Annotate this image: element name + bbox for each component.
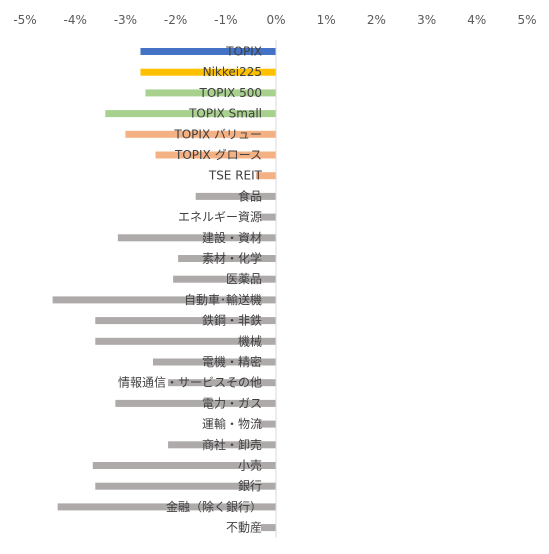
bar — [52, 296, 276, 304]
x-tick-label: 1% — [317, 13, 336, 27]
category-label: 素材・化学 — [202, 251, 262, 266]
category-label: 電機・精密 — [202, 354, 262, 369]
x-tick-label: -1% — [214, 13, 237, 27]
category-labels: TOPIX Nikkei225 TOPIX 500 TOPIX Small TOPIX … — [118, 45, 263, 535]
category-label: 建設・資材 — [202, 230, 262, 245]
x-tick-label: -4% — [64, 13, 87, 27]
bar — [140, 48, 276, 55]
bar — [260, 524, 276, 532]
x-axis: -5% -4% -3% -2% -1% 0% 1% 2% 3% 4% 5% — [13, 13, 536, 27]
category-label: 金融（除く銀行） — [166, 499, 262, 514]
category-label: TOPIX 500 — [199, 86, 263, 100]
x-tick-label: 2% — [367, 13, 386, 27]
category-label: 情報通信・サービスその他 — [118, 376, 262, 390]
bar — [255, 172, 276, 180]
category-label: 小売 — [238, 458, 262, 473]
bar — [178, 255, 276, 262]
category-label: TOPIX バリュー — [173, 127, 262, 141]
bar — [153, 358, 276, 366]
x-tick-label: -5% — [13, 13, 36, 27]
bar — [260, 213, 276, 221]
x-tick-label: 3% — [417, 13, 436, 27]
bar — [145, 89, 276, 97]
category-label: 医薬品 — [226, 272, 262, 286]
category-label: 電力・ガス — [202, 396, 262, 410]
bars — [52, 48, 277, 532]
bar — [115, 399, 276, 407]
bar — [117, 234, 277, 242]
category-label: 運輸・物流 — [202, 416, 262, 431]
bar — [95, 337, 276, 345]
bar — [95, 482, 276, 490]
bar — [57, 503, 276, 511]
category-label: 機械 — [238, 333, 262, 348]
x-tick-label: -2% — [164, 13, 187, 27]
category-label: 銀行 — [238, 479, 262, 493]
category-label: 自動車･輸送機 — [184, 292, 262, 307]
category-label: 鉄鋼・非鉄 — [202, 313, 262, 328]
category-label: TOPIX — [225, 45, 262, 59]
bar — [92, 462, 277, 469]
bar — [195, 192, 276, 200]
category-label: エネルギー資源 — [178, 210, 262, 224]
category-label: TSE REIT — [208, 169, 263, 183]
category-label: TOPIX グロース — [174, 148, 262, 162]
bar — [105, 110, 276, 118]
bar — [258, 420, 276, 428]
bar — [140, 68, 276, 76]
bar — [125, 130, 277, 138]
x-tick-label: 4% — [467, 13, 486, 27]
bar — [155, 151, 276, 159]
bar — [95, 317, 276, 325]
category-label: 食品 — [238, 188, 262, 203]
x-tick-label: 5% — [517, 13, 536, 27]
x-tick-label: 0% — [266, 13, 285, 27]
bar — [168, 379, 276, 387]
category-label: 商社・卸売 — [202, 437, 262, 452]
bar — [173, 275, 276, 283]
bar — [168, 441, 276, 449]
x-tick-label: -3% — [114, 13, 137, 27]
category-label: TOPIX Small — [188, 107, 262, 121]
category-label: 不動産 — [226, 520, 262, 535]
category-label: Nikkei225 — [203, 65, 262, 79]
